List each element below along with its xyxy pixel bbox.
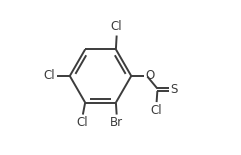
Text: Cl: Cl xyxy=(151,104,162,117)
Text: Cl: Cl xyxy=(76,116,88,129)
Text: S: S xyxy=(170,83,178,96)
Text: O: O xyxy=(146,69,155,82)
Text: Cl: Cl xyxy=(44,69,55,82)
Text: Cl: Cl xyxy=(111,20,122,33)
Text: Br: Br xyxy=(110,116,123,129)
